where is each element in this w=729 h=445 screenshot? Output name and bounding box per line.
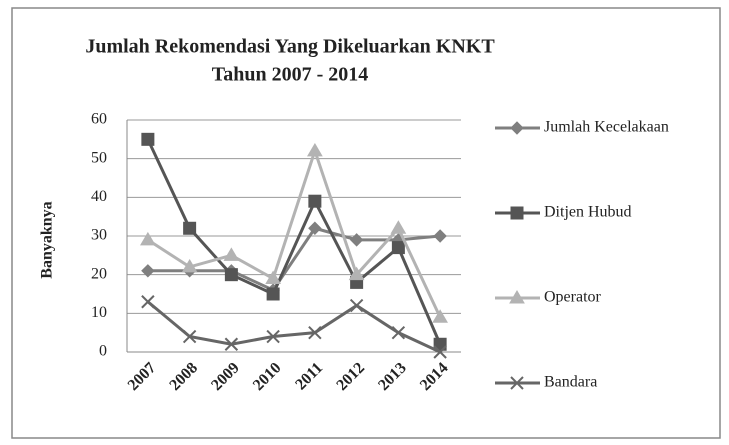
- y-axis-label: Banyaknya: [39, 201, 56, 278]
- point: [181, 258, 198, 273]
- point: [224, 268, 238, 282]
- series-line: [147, 146, 442, 318]
- point: [390, 220, 407, 234]
- point: [391, 325, 406, 340]
- point: [348, 266, 365, 281]
- point: [308, 325, 322, 340]
- chart-subtitle: Tahun 2007 - 2014: [212, 64, 369, 86]
- y-tick-label: 40: [91, 188, 107, 205]
- point: [307, 142, 323, 157]
- point: [140, 231, 156, 246]
- series-line: [146, 300, 441, 354]
- y-tick-label: 50: [91, 149, 107, 166]
- point: [433, 345, 447, 359]
- point: [308, 194, 322, 208]
- point: [349, 298, 364, 313]
- legend-label: Operator: [544, 289, 602, 306]
- chart-title: Jumlah Rekomendasi Yang Dikeluarkan KNKT: [85, 36, 495, 58]
- point: [266, 287, 280, 301]
- point: [183, 221, 197, 235]
- point: [510, 206, 524, 220]
- point: [141, 132, 155, 146]
- point: [182, 329, 197, 344]
- y-tick-label: 10: [91, 304, 107, 321]
- legend-label: Ditjen Hubud: [544, 204, 632, 221]
- point: [510, 121, 524, 135]
- point: [223, 247, 240, 261]
- legend-label: Jumlah Kecelakaan: [544, 119, 669, 136]
- point: [509, 290, 525, 304]
- y-tick-label: 30: [91, 227, 107, 244]
- point: [510, 376, 524, 390]
- point: [141, 264, 155, 278]
- point: [265, 270, 281, 285]
- y-tick-label: 20: [91, 265, 107, 282]
- point: [266, 329, 280, 344]
- point: [141, 295, 155, 309]
- legend-label: Bandara: [544, 374, 597, 391]
- point: [432, 309, 448, 323]
- point: [349, 233, 364, 247]
- point: [391, 241, 405, 255]
- point: [224, 337, 239, 351]
- point: [433, 229, 447, 243]
- point: [308, 221, 322, 235]
- point: [433, 337, 447, 351]
- chart-frame: [11, 7, 721, 439]
- series-line: [147, 226, 441, 293]
- y-tick-label: 60: [91, 111, 107, 128]
- y-tick-label: 0: [99, 343, 107, 360]
- series-line: [146, 138, 442, 345]
